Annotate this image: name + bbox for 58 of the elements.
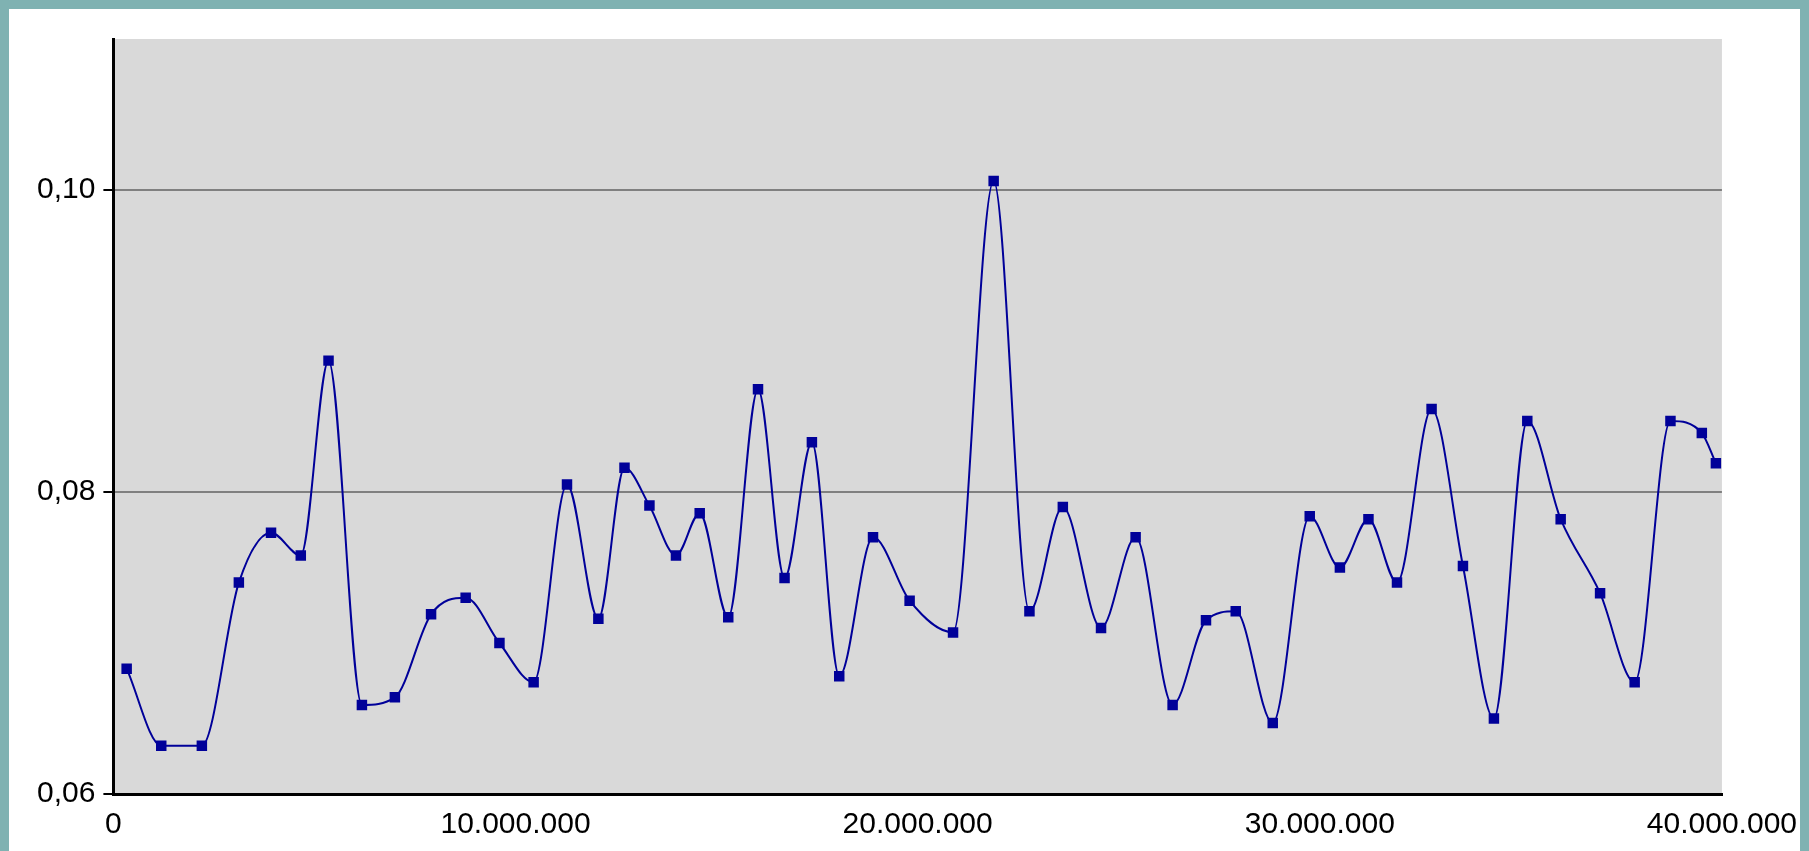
point	[619, 462, 630, 474]
point	[670, 550, 682, 561]
point	[593, 613, 604, 625]
point	[528, 677, 539, 688]
y-tick-label: 0,08	[37, 473, 96, 507]
point	[233, 577, 245, 588]
point	[1130, 532, 1141, 543]
point	[561, 479, 573, 490]
point	[644, 500, 655, 511]
point	[1334, 562, 1346, 573]
point	[1488, 713, 1500, 724]
x-tick-label: 20.000.000	[842, 806, 993, 840]
point	[323, 355, 334, 366]
point	[1267, 717, 1278, 729]
point	[1594, 587, 1606, 599]
point	[356, 699, 368, 711]
point	[1710, 458, 1722, 469]
point	[1426, 403, 1437, 415]
point	[834, 670, 845, 682]
point	[1665, 415, 1676, 427]
point	[947, 627, 959, 638]
point	[494, 637, 505, 649]
point	[1555, 513, 1566, 525]
x-tick-label: 40.000.000	[1646, 806, 1797, 840]
point	[694, 507, 705, 519]
point	[779, 572, 790, 584]
point	[1095, 622, 1107, 634]
point	[196, 740, 208, 751]
point	[1230, 606, 1241, 617]
point	[904, 595, 915, 606]
y-tick-label: 0,06	[37, 775, 96, 809]
x-tick-label: 0	[105, 806, 122, 840]
point	[121, 663, 132, 674]
point	[425, 609, 437, 620]
point	[389, 692, 401, 703]
point	[1363, 513, 1374, 525]
point	[1304, 510, 1315, 522]
point	[265, 527, 277, 539]
point	[1696, 427, 1708, 439]
point	[1391, 577, 1403, 588]
point	[1629, 677, 1640, 688]
point	[460, 592, 471, 603]
x-tick-label: 30.000.000	[1244, 806, 1395, 840]
point	[1457, 560, 1469, 572]
point	[1057, 501, 1069, 513]
point	[752, 384, 764, 395]
y-tick-label: 0,10	[37, 171, 96, 205]
point	[1167, 699, 1178, 711]
point	[156, 740, 167, 751]
point	[295, 550, 307, 561]
point	[1024, 606, 1035, 617]
point	[988, 175, 999, 187]
point	[867, 532, 879, 543]
point	[723, 612, 734, 623]
x-tick-label: 10.000.000	[440, 806, 591, 840]
point	[1200, 615, 1212, 626]
point	[806, 436, 818, 448]
point	[1522, 415, 1533, 427]
